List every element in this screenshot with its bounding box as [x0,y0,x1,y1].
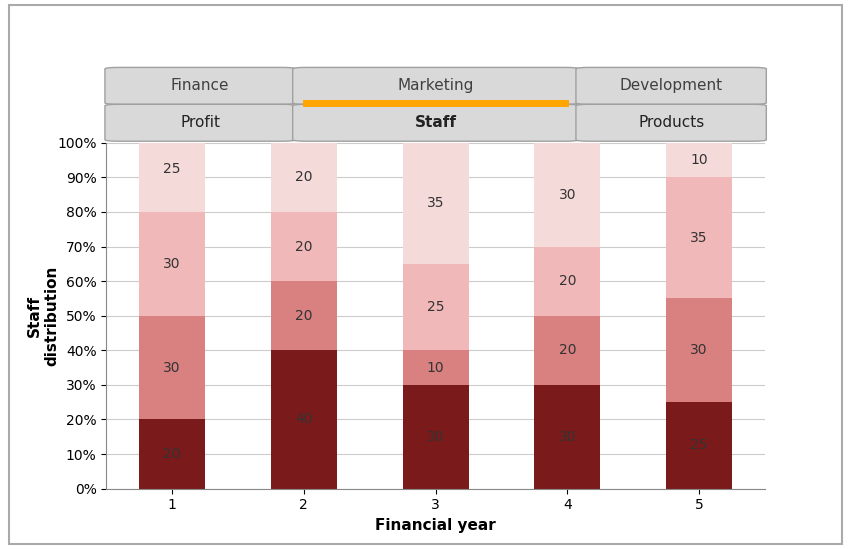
Text: Development: Development [620,79,722,93]
Text: 20: 20 [558,274,576,288]
Y-axis label: Staff
distribution: Staff distribution [27,266,60,366]
Bar [535,316,600,385]
FancyBboxPatch shape [292,104,579,141]
Text: 30: 30 [163,361,181,374]
Bar [666,299,732,402]
Text: 30: 30 [163,257,181,271]
Bar [403,143,468,264]
Text: 30: 30 [558,430,576,444]
X-axis label: Financial year: Financial year [375,518,496,533]
Text: 30: 30 [558,188,576,201]
Bar [403,350,468,385]
Text: Profit: Profit [180,115,220,130]
Text: 20: 20 [558,343,576,357]
Bar [535,247,600,316]
Text: 35: 35 [690,231,708,245]
Bar [139,316,205,419]
Bar [403,264,468,350]
Text: 25: 25 [690,438,708,452]
FancyBboxPatch shape [292,68,579,104]
Text: 20: 20 [295,170,313,184]
Bar [271,281,337,350]
Bar [271,212,337,281]
Text: 25: 25 [163,161,181,176]
Text: Staff: Staff [415,115,456,130]
Bar [271,143,337,212]
Text: 20: 20 [163,447,181,461]
FancyBboxPatch shape [105,104,295,141]
FancyBboxPatch shape [576,68,767,104]
Bar [535,143,600,247]
Text: 25: 25 [427,300,445,314]
Text: 20: 20 [295,239,313,254]
Text: Finance: Finance [171,79,230,93]
Text: 40: 40 [295,412,313,427]
Text: Marketing: Marketing [398,79,473,93]
Text: 10: 10 [690,153,708,167]
Text: Products: Products [638,115,705,130]
Bar [403,385,468,489]
Bar [535,385,600,489]
Bar [139,419,205,489]
Text: 20: 20 [295,309,313,323]
Text: 10: 10 [427,361,445,374]
FancyBboxPatch shape [576,104,767,141]
Bar [271,350,337,489]
Text: 30: 30 [690,343,708,357]
FancyBboxPatch shape [105,68,295,104]
Bar [139,125,205,212]
Text: 35: 35 [427,196,445,210]
Bar [666,402,732,489]
Bar [666,143,732,177]
Bar [666,177,732,299]
Bar [306,101,565,106]
Bar [139,212,205,316]
Text: 30: 30 [427,430,445,444]
